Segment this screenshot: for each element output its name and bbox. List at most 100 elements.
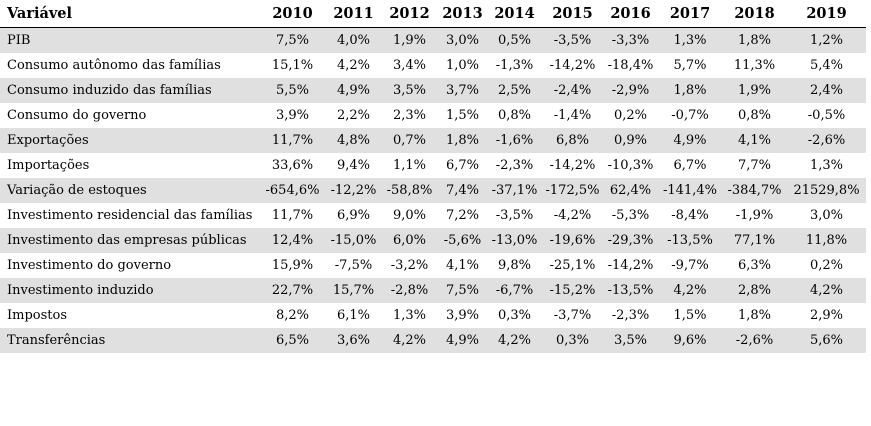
cell-value: 1,9% [392,33,427,48]
cell-value: -3,3% [611,33,650,48]
cell-value: 3,9% [445,308,480,323]
cell-value: -2,9% [611,83,650,98]
cell-value: 12,4% [271,233,314,248]
col-header-year: 2015 [542,0,603,28]
cell-value: -1,3% [495,58,534,73]
cell-value: 1,8% [737,33,772,48]
cell-value: 1,8% [673,83,707,98]
col-header-year: 2017 [658,0,722,28]
col-header-year: 2018 [722,0,787,28]
cell-value: 2,8% [737,283,772,298]
cell-value: 0,5% [497,33,532,48]
cell-value: -13,5% [667,233,713,248]
cell-value: 6,5% [275,333,310,348]
table-row: Importações 33,6% 9,4% 1,1% 6,7% -2,3% -14,2% -… [0,153,866,178]
cell-value: -13,0% [491,233,538,248]
cell-value: -6,7% [495,283,534,298]
cell-value: -4,2% [553,208,592,223]
cell-value: 8,2% [275,308,310,323]
cell-value: 5,6% [809,333,844,348]
cell-value: 1,3% [392,308,427,323]
row-label: Impostos [7,308,68,323]
table-row: PIB 7,5% 4,0% 1,9% 3,0% 0,5% -3,5% -3,3% 1,3% 1,8… [0,27,866,53]
cell-value: -0,7% [671,108,709,123]
cell-value: 6,3% [737,258,772,273]
cell-value: -7,5% [334,258,373,273]
cell-value: 7,5% [445,283,480,298]
cell-value: 9,0% [392,208,427,223]
cell-value: 3,6% [336,333,371,348]
cell-value: -5,6% [443,233,482,248]
cell-value: 6,7% [673,158,707,173]
cell-value: 4,9% [673,133,707,148]
cell-value: 21529,8% [793,183,860,198]
cell-value: 7,7% [737,158,772,173]
results-table: Variável 2010 2011 2012 2013 2014 2015 2016 2017… [0,0,866,353]
cell-value: 4,9% [336,83,371,98]
col-header-year: 2016 [603,0,658,28]
cell-value: 0,8% [497,108,532,123]
cell-value: 1,8% [445,133,480,148]
cell-value: 62,4% [609,183,652,198]
cell-value: 7,5% [275,33,310,48]
cell-value: -0,5% [807,108,846,123]
cell-value: -14,2% [607,258,654,273]
cell-value: 4,9% [445,333,480,348]
table-container: Variável 2010 2011 2012 2013 2014 2015 2016 2017… [0,0,866,353]
row-label: Investimento induzido [7,283,154,298]
cell-value: 2,2% [336,108,371,123]
cell-value: -10,3% [607,158,654,173]
cell-value: 0,2% [809,258,844,273]
cell-value: -29,3% [607,233,654,248]
cell-value: -2,3% [495,158,534,173]
cell-value: 5,5% [275,83,310,98]
cell-value: 7,2% [445,208,480,223]
cell-value: 3,0% [445,33,480,48]
cell-value: 4,1% [737,133,772,148]
row-label: Importações [7,158,90,173]
cell-value: -25,1% [549,258,596,273]
cell-value: -19,6% [549,233,596,248]
row-label: Transferências [7,333,106,348]
cell-value: 4,2% [336,58,371,73]
cell-value: 11,3% [733,58,776,73]
col-header-year: 2014 [487,0,542,28]
table-row: Investimento do governo 15,9% -7,5% -3,2% 4,… [0,253,866,278]
cell-value: 6,0% [392,233,427,248]
table-row: Transferências 6,5% 3,6% 4,2% 4,9% 4,2% 0,3% 3,… [0,328,866,353]
cell-value: 1,8% [737,308,772,323]
cell-value: 9,4% [336,158,371,173]
cell-value: 15,9% [271,258,314,273]
cell-value: -18,4% [607,58,654,73]
col-header-year: 2010 [259,0,326,28]
cell-value: 0,3% [555,333,590,348]
cell-value: 4,0% [336,33,371,48]
cell-value: 0,9% [613,133,648,148]
cell-value: -384,7% [727,183,782,198]
cell-value: 22,7% [271,283,314,298]
cell-value: 11,7% [271,133,314,148]
cell-value: -2,3% [611,308,650,323]
cell-value: -5,3% [611,208,650,223]
cell-value: -9,7% [671,258,709,273]
cell-value: -2,4% [553,83,592,98]
cell-value: 2,5% [497,83,532,98]
cell-value: 4,2% [809,283,844,298]
cell-value: -141,4% [663,183,717,198]
cell-value: -12,2% [330,183,377,198]
cell-value: 6,9% [336,208,371,223]
cell-value: 1,3% [673,33,707,48]
cell-value: 1,5% [673,308,707,323]
header-row: Variável 2010 2011 2012 2013 2014 2015 2016 2017… [0,0,866,28]
cell-value: 3,4% [392,58,427,73]
cell-value: 9,8% [497,258,532,273]
cell-value: -37,1% [491,183,538,198]
cell-value: 1,0% [445,58,480,73]
cell-value: 15,7% [332,283,375,298]
row-label: Investimento residencial das famílias [7,208,253,223]
cell-value: 0,7% [392,133,427,148]
row-label: Investimento do governo [7,258,172,273]
row-label: Exportações [7,133,89,148]
table-row: Investimento das empresas públicas 12,4% -… [0,228,866,253]
cell-value: -3,5% [495,208,534,223]
